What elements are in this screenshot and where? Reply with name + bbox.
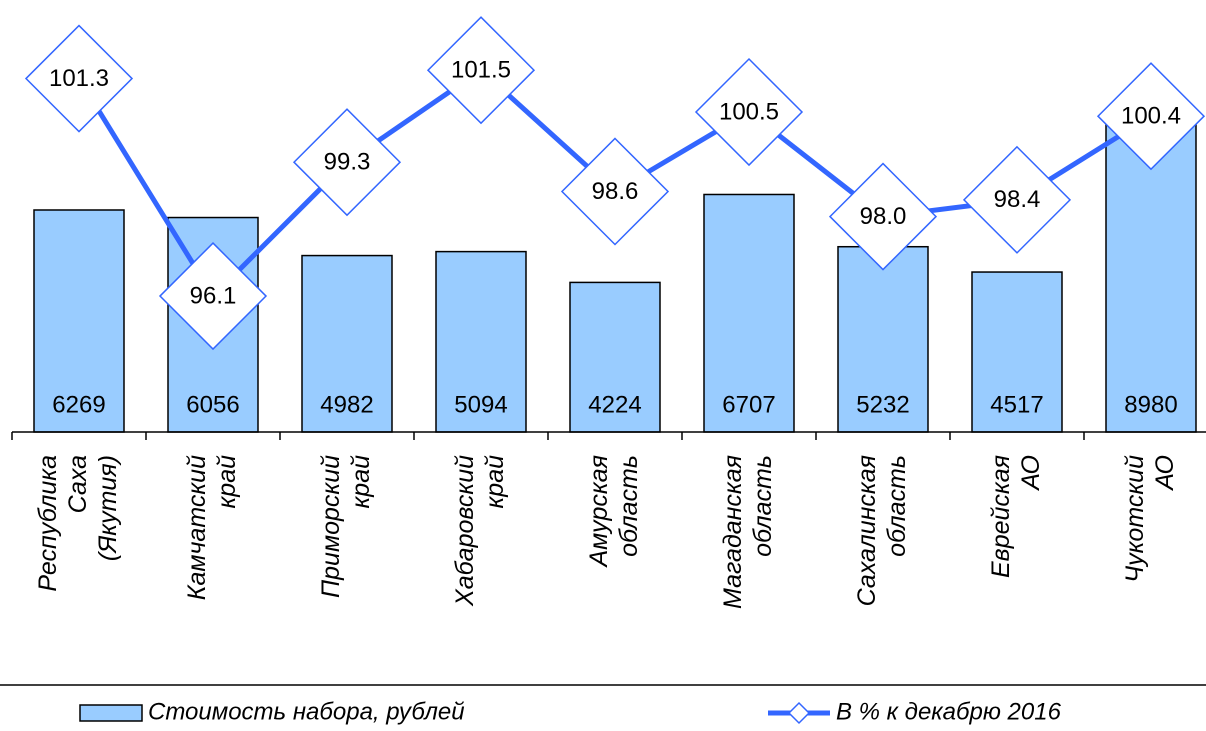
marker [292,108,402,217]
legend-swatch [79,704,143,722]
marker [158,242,268,351]
bar [569,281,661,433]
bar [301,254,393,433]
x-tick-label: Хабаровскийкрай [451,455,509,607]
marker [962,145,1072,254]
bar [971,271,1063,433]
x-tick-label: Амурскаяобласть [585,455,643,569]
x-tick-label: ЧукотскийАО [1121,455,1179,583]
marker [426,16,536,125]
x-tick-label: ЕврейскаяАО [987,455,1045,578]
line-value-label: 99.3 [324,149,371,176]
line-value-label: 100.5 [719,98,779,125]
x-tick-label: РеспубликаСаха(Якутия) [34,455,122,592]
marker [828,162,938,271]
line-value-label: 98.6 [592,178,639,205]
legend-label: В % к декабрю 2016 [836,698,1062,725]
bar [703,193,795,433]
x-tick-label: Сахалинскаяобласть [853,455,911,606]
line-value-label: 100.4 [1121,103,1181,130]
marker [1096,62,1206,171]
bar [435,250,527,433]
legend-label: Стоимость набора, рублей [148,698,465,725]
line-value-label: 101.3 [49,65,109,92]
bar-value-label: 6056 [186,391,239,418]
marker [24,24,134,133]
line-value-label: 98.4 [994,186,1041,213]
marker [560,137,670,246]
line-value-label: 96.1 [190,282,237,309]
bar-value-label: 6707 [722,391,775,418]
bar-value-label: 4517 [990,391,1043,418]
bar-value-label: 6269 [52,391,105,418]
legend-marker [787,701,811,725]
x-tick-label: Магаданскаяобласть [719,455,777,609]
bar-value-label: 8980 [1124,391,1177,418]
x-tick-label: Приморскийкрай [317,455,375,598]
line-value-label: 98.0 [860,203,907,230]
bar [33,209,125,433]
x-tick-label: Камчатскийкрай [183,455,241,600]
bar-value-label: 5094 [454,391,507,418]
bar-value-label: 4224 [588,391,641,418]
bar-value-label: 4982 [320,391,373,418]
marker [694,57,804,167]
bar-value-label: 5232 [856,391,909,418]
line-value-label: 101.5 [451,57,511,84]
